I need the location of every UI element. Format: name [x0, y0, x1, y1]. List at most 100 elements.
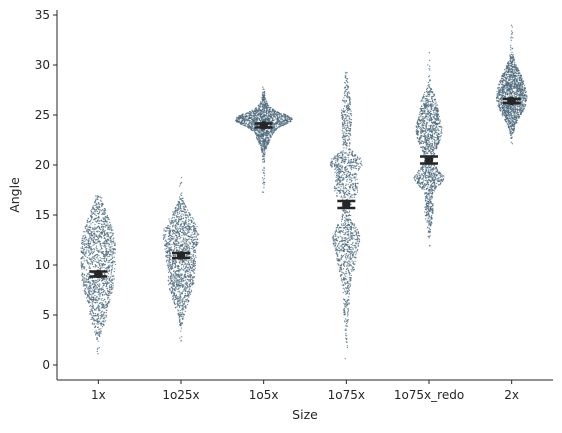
- swarm-point: [88, 254, 90, 257]
- swarm-point: [185, 206, 187, 208]
- swarm-point: [167, 246, 169, 248]
- swarm-point: [282, 124, 284, 126]
- swarm-point: [254, 108, 257, 110]
- swarm-point: [279, 120, 282, 122]
- swarm-point: [180, 296, 182, 298]
- swarm-point: [104, 239, 107, 242]
- swarm-point: [95, 253, 97, 256]
- swarm-point: [265, 140, 267, 142]
- swarm-point: [350, 110, 352, 112]
- swarm-point: [94, 213, 96, 216]
- swarm-point: [175, 234, 178, 237]
- swarm-point: [268, 110, 270, 112]
- swarm-point: [182, 300, 184, 302]
- swarm-point: [89, 304, 92, 307]
- swarm-point: [170, 275, 172, 277]
- swarm-point: [181, 213, 183, 215]
- swarm-point: [97, 331, 100, 334]
- swarm-point: [358, 166, 360, 168]
- swarm-point: [84, 240, 86, 242]
- swarm-point: [86, 229, 88, 231]
- swarm-point: [185, 277, 187, 279]
- swarm-point: [110, 292, 112, 294]
- swarm-point: [238, 121, 241, 123]
- swarm-point: [344, 290, 346, 292]
- swarm-point: [90, 282, 92, 285]
- swarm-point: [253, 117, 255, 119]
- swarm-point: [266, 142, 269, 144]
- swarm-point: [186, 284, 188, 287]
- swarm-point: [272, 115, 275, 117]
- swarm-point: [187, 266, 189, 268]
- swarm-point: [90, 219, 92, 222]
- swarm-point: [179, 259, 181, 261]
- swarm-point: [186, 264, 188, 266]
- swarm-point: [178, 274, 180, 276]
- swarm-point: [100, 322, 103, 324]
- swarm-point: [190, 219, 192, 221]
- swarm-point: [94, 299, 96, 301]
- swarm-point: [280, 121, 282, 124]
- swarm-point: [345, 132, 348, 135]
- swarm-point: [334, 239, 336, 241]
- swarm-point: [94, 266, 96, 268]
- swarm-point: [89, 234, 91, 237]
- swarm-point: [113, 270, 115, 273]
- swarm-point: [98, 279, 101, 281]
- swarm-point: [267, 141, 269, 143]
- swarm-point: [93, 318, 95, 321]
- swarm-point: [349, 186, 351, 188]
- swarm-point: [182, 266, 185, 268]
- swarm-point: [186, 209, 189, 211]
- swarm-point: [188, 280, 190, 282]
- swarm-point: [336, 163, 338, 165]
- swarm-point: [183, 302, 186, 304]
- swarm-point: [99, 292, 101, 294]
- swarm-point: [179, 318, 181, 320]
- swarm-point: [268, 111, 270, 113]
- swarm-point: [263, 111, 265, 113]
- swarm-point: [92, 305, 94, 307]
- swarm-point: [187, 291, 189, 293]
- swarm-point: [273, 128, 275, 130]
- swarm-point: [185, 245, 188, 247]
- swarm-point: [186, 278, 188, 281]
- swarm-point: [114, 268, 116, 270]
- swarm-point: [240, 121, 243, 123]
- swarm-point: [100, 324, 102, 326]
- swarm-point: [88, 246, 90, 248]
- swarm-point: [178, 281, 180, 283]
- swarm-point: [178, 284, 180, 286]
- swarm-point: [90, 287, 93, 289]
- swarm-point: [88, 282, 90, 284]
- swarm-point: [248, 120, 251, 122]
- swarm-point: [172, 214, 174, 216]
- swarm-point: [263, 181, 266, 183]
- swarm-point: [236, 119, 238, 122]
- swarm-point: [174, 224, 177, 226]
- swarm-point: [104, 212, 106, 214]
- swarm-point: [188, 286, 190, 288]
- swarm-point: [91, 310, 94, 312]
- swarm-point: [258, 141, 260, 143]
- swarm-point: [187, 224, 189, 226]
- swarm-point: [171, 239, 173, 241]
- swarm-point: [86, 243, 88, 245]
- swarm-point: [94, 224, 96, 226]
- swarm-point: [180, 177, 183, 179]
- swarm-point: [169, 282, 171, 284]
- swarm-point: [90, 313, 92, 315]
- swarm-point: [258, 131, 260, 133]
- swarm-point: [177, 211, 179, 214]
- swarm-point: [171, 259, 173, 261]
- swarm-point: [180, 299, 182, 301]
- swarm-point: [340, 270, 342, 272]
- swarm-point: [114, 242, 116, 244]
- swarm-point: [262, 141, 264, 144]
- swarm-point: [287, 118, 289, 120]
- swarm-point: [175, 261, 178, 264]
- swarm-point: [102, 211, 104, 213]
- swarm-point: [181, 211, 183, 213]
- swarm-point: [265, 136, 267, 138]
- swarm-point: [181, 200, 183, 202]
